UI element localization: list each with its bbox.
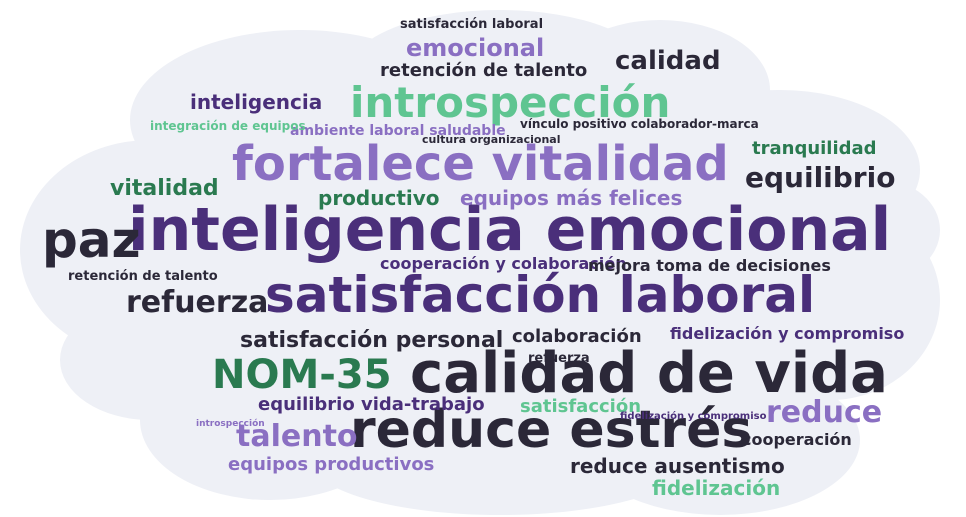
word-equilibrio: equilibrio	[745, 161, 896, 194]
word-retencion-de-talento-small: retención de talento	[68, 269, 218, 284]
word-colaboracion: colaboración	[512, 326, 642, 347]
word-cooperacion-y-colaboracion: cooperación y colaboración	[380, 254, 627, 273]
word-mejora-toma-de-decisiones: mejora toma de decisiones	[588, 256, 831, 275]
word-emocional: emocional	[406, 34, 545, 62]
word-fidelizacion: fidelización	[652, 476, 781, 500]
word-vitalidad: vitalidad	[110, 176, 219, 201]
word-calidad: calidad	[615, 46, 721, 76]
word-equipos-mas-felices: equipos más felices	[460, 186, 683, 210]
word-fortalece-vitalidad: fortalece vitalidad	[232, 136, 729, 192]
word-inteligencia: inteligencia	[190, 90, 323, 114]
word-vinculo-positivo: vínculo positivo colaborador-marca	[520, 117, 759, 131]
word-equilibrio-vida-trabajo: equilibrio vida-trabajo	[258, 394, 485, 415]
word-satisfaccion-personal: satisfacción personal	[240, 328, 504, 353]
word-satisfaccion-laboral-small: satisfacción laboral	[400, 17, 544, 32]
word-talento: talento	[236, 419, 358, 454]
word-productivo: productivo	[318, 186, 440, 210]
word-reduce: reduce	[766, 395, 883, 430]
word-satisfaccion: satisfacción	[520, 396, 642, 417]
word-fidelizacion-y-compromiso: fidelización y compromiso	[670, 324, 905, 343]
word-calidad-de-vida: calidad de vida	[410, 341, 888, 406]
word-retencion-de-talento: retención de talento	[380, 60, 588, 81]
word-tranquilidad: tranquilidad	[752, 138, 877, 159]
word-ambiente-laboral-saludable: ambiente laboral saludable	[290, 123, 506, 139]
word-fidelizacion-small: fidelización y compromiso	[620, 411, 767, 422]
word-equipos-productivos: equipos productivos	[228, 454, 435, 475]
word-introspeccion: introspección	[350, 78, 671, 127]
word-refuerza-small: refuerza	[528, 351, 590, 366]
word-satisfaccion-laboral: satisfacción laboral	[265, 266, 816, 324]
word-introspeccion-small: introspección	[196, 419, 265, 429]
word-refuerza: refuerza	[126, 285, 269, 320]
word-inteligencia-emocional: inteligencia emocional	[128, 195, 892, 265]
word-cultura-organizacional: cultura organizacional	[422, 133, 561, 146]
word-cooperacion: cooperación	[742, 430, 852, 449]
word-paz: paz	[42, 211, 141, 269]
word-reduce-estres: reduce estrés	[350, 400, 753, 460]
word-nom-35: NOM-35	[212, 352, 392, 398]
word-integracion-de-equipos: integración de equipos	[150, 119, 306, 133]
word-reduce-ausentismo: reduce ausentismo	[570, 454, 785, 478]
